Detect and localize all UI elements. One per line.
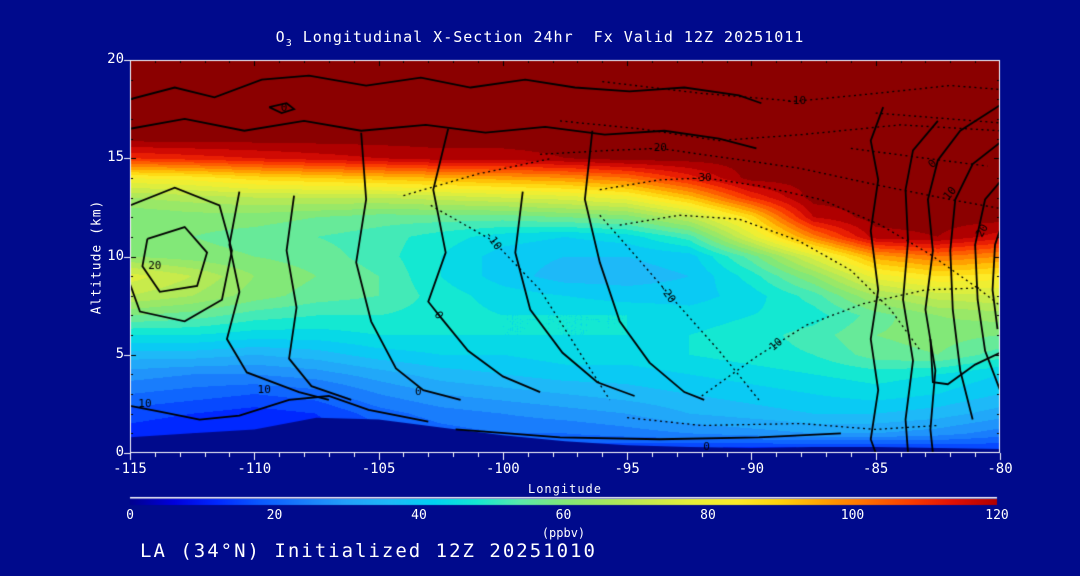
x-axis-label: Longitude: [527, 482, 603, 496]
y-tick-label: 5: [115, 345, 124, 362]
x-tick-label: -80: [987, 461, 1013, 477]
title-species-subscript: 3: [285, 38, 293, 49]
colorbar-tick-label: 80: [700, 508, 716, 523]
colorbar-tick-label: 0: [126, 508, 134, 523]
title-species: O: [275, 28, 286, 46]
x-tick-label: -105: [361, 461, 396, 477]
x-tick-label: -110: [237, 461, 272, 477]
colorbar-tick-label: 20: [266, 508, 283, 523]
colorbar-tick-label: 60: [555, 508, 572, 523]
y-tick-label: 15: [107, 149, 124, 166]
x-tick-label: -115: [113, 461, 147, 477]
x-tick-label: -100: [485, 461, 520, 477]
y-tick-label: 10: [107, 247, 124, 264]
y-tick-label: 20: [107, 51, 124, 67]
x-tick-label: -90: [738, 461, 765, 477]
y-tick-label: 0: [115, 444, 124, 460]
colorbar-tick-label: 40: [411, 508, 427, 523]
colorbar-unit-label: (ppbv): [541, 526, 586, 540]
colorbar-tick-label: 100: [840, 508, 865, 523]
init-annotation: LA (34°N) Initialized 12Z 20251010: [140, 540, 597, 562]
x-tick-label: -95: [614, 461, 640, 477]
title-text: Longitudinal X-Section 24hr Fx Valid 12Z…: [292, 28, 805, 46]
plot-title: O3 Longitudinal X-Section 24hr Fx Valid …: [0, 28, 1080, 49]
colorbar-tick-label: 120: [985, 508, 1009, 523]
x-tick-label: -85: [863, 461, 889, 477]
